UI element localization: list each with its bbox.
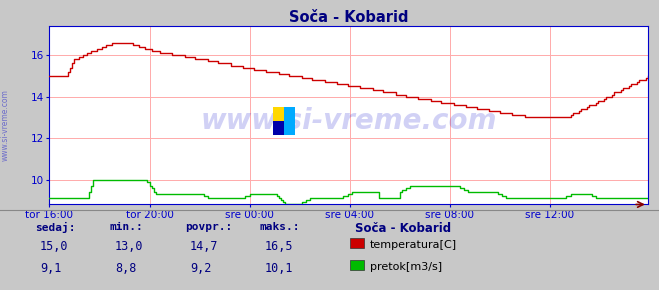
Title: Soča - Kobarid: Soča - Kobarid [289,10,409,25]
Text: 9,2: 9,2 [190,262,212,275]
Text: www.si-vreme.com: www.si-vreme.com [200,107,497,135]
Text: 8,8: 8,8 [115,262,136,275]
Text: 14,7: 14,7 [190,240,219,253]
Bar [350,238,364,248]
Text: temperatura[C]: temperatura[C] [370,240,457,250]
Text: povpr.:: povpr.: [185,222,232,232]
Text: www.si-vreme.com: www.si-vreme.com [1,89,10,161]
Bar [284,121,295,135]
Bar [273,121,284,135]
Bar [273,107,284,121]
Text: 9,1: 9,1 [40,262,61,275]
Text: pretok[m3/s]: pretok[m3/s] [370,262,442,272]
Text: Soča - Kobarid: Soča - Kobarid [355,222,451,235]
Bar [284,107,295,121]
Bar [350,260,364,270]
Text: sedaj:: sedaj: [35,222,76,233]
Text: 15,0: 15,0 [40,240,69,253]
Text: 16,5: 16,5 [265,240,293,253]
Text: 10,1: 10,1 [265,262,293,275]
Text: min.:: min.: [110,222,144,232]
Text: 13,0: 13,0 [115,240,144,253]
Text: maks.:: maks.: [260,222,301,232]
